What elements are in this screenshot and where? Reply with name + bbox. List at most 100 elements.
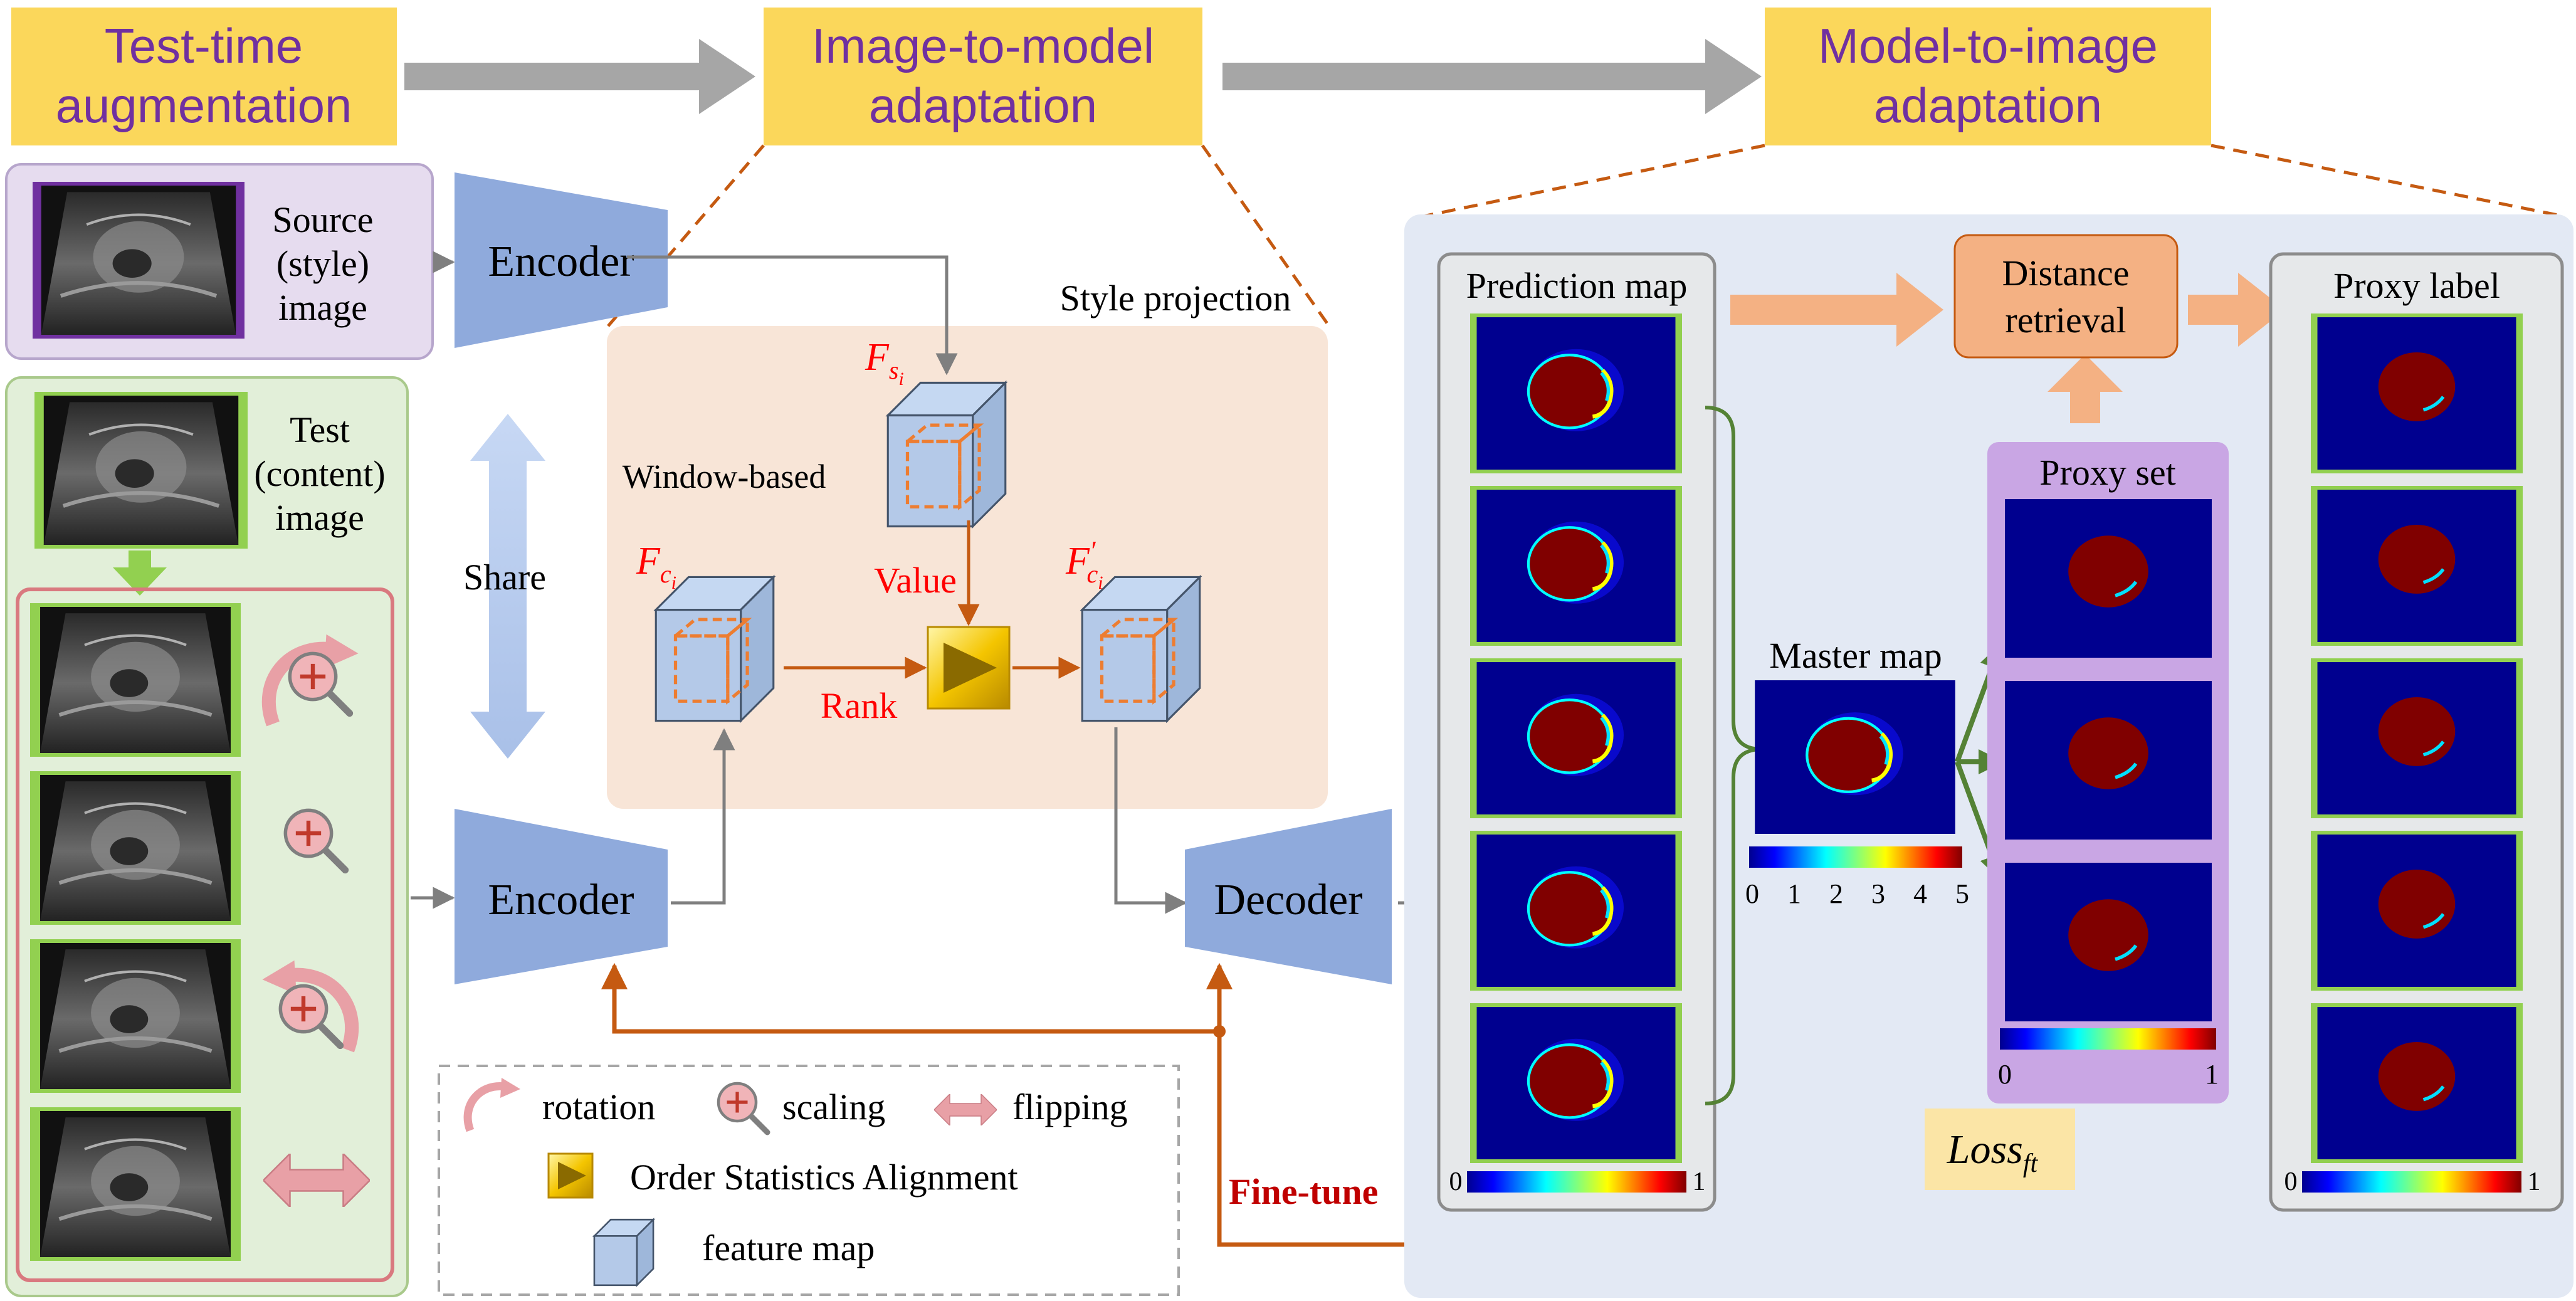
loss-box: Lossft (1925, 1109, 2075, 1190)
stage-tta-line1: Test-time (105, 18, 303, 73)
fc-base: F (636, 540, 661, 582)
retrieval-arrows (1730, 273, 2285, 423)
stage-image-to-model: Image-to-model adaptation (764, 8, 1202, 145)
source-label-line3: image (278, 287, 367, 328)
proxy-label-map-4 (2311, 831, 2523, 991)
augmented-image-1 (30, 603, 241, 757)
proxy-set-panel: Proxy set 0 1 (1987, 442, 2229, 1103)
source-label-line2: (style) (276, 243, 369, 284)
master-tick-4: 4 (1913, 878, 1927, 909)
fcp-base: F (1065, 540, 1090, 582)
legend-scaling-icon (718, 1083, 767, 1132)
fs-base: F (865, 336, 890, 379)
test-image-panel: Test (content) image (5, 376, 409, 1297)
encoder-bottom: Encoder (455, 809, 668, 984)
loss-label: Lossft (1947, 1127, 2039, 1178)
legend: rotation scaling flipping Order Statisti… (438, 1065, 1180, 1296)
proxy-label-colorbar (2302, 1171, 2521, 1193)
augmented-image-2 (30, 771, 241, 925)
stage-m2i-line1: Model-to-image (1818, 18, 2158, 73)
source-ultrasound-image (41, 186, 236, 335)
master-tick-3: 3 (1871, 878, 1885, 909)
rank-label: Rank (821, 685, 897, 726)
proxy-set-map-2 (2005, 681, 2212, 840)
arrow-fcp-to-decoder (1114, 727, 1187, 914)
legend-rotation-label: rotation (542, 1087, 655, 1127)
prediction-map-column: Prediction map 0 1 (1437, 252, 1716, 1212)
value-label: Value (874, 560, 957, 601)
feature-cube-fc (656, 577, 774, 720)
master-tick-1: 1 (1787, 878, 1801, 909)
master-map-image (1755, 680, 1955, 834)
proxy-set-map-1 (2005, 499, 2212, 658)
master-colorbar-ticks: 0 1 2 3 4 5 (1745, 878, 1969, 909)
prediction-colorbar-max: 1 (1693, 1167, 1706, 1196)
loss-sub: ft (2023, 1149, 2039, 1178)
stage-i2m-line2: adaptation (869, 78, 1097, 133)
proxy-set-colorbar-min: 0 (1998, 1059, 2012, 1090)
test-label-line1: Test (290, 409, 350, 450)
master-colorbar (1749, 846, 1962, 868)
legend-feature-map-icon (593, 1218, 655, 1287)
proxy-label-map-5 (2311, 1003, 2523, 1163)
legend-osa-label: Order Statistics Alignment (630, 1157, 1018, 1198)
stage-m2i-line2: adaptation (1874, 78, 2102, 133)
feature-cube-fc-prime (1082, 577, 1200, 720)
fc-sub: c (660, 560, 671, 588)
master-map-label: Master map (1769, 635, 1942, 676)
prediction-map-4 (1470, 831, 1682, 991)
fs-subsub: i (898, 369, 903, 389)
legend-flipping-label: flipping (1012, 1087, 1128, 1127)
proxy-label-colorbar-max: 1 (2528, 1167, 2541, 1196)
prediction-map-label: Prediction map (1466, 265, 1688, 306)
proxy-label-title: Proxy label (2333, 265, 2500, 306)
order-statistics-alignment-block (927, 626, 1011, 710)
proxy-label-map-2 (2311, 486, 2523, 646)
prediction-map-1 (1470, 313, 1682, 473)
proxy-set-map-3 (2005, 863, 2212, 1021)
stage-test-time-augmentation: Test-time augmentation (11, 8, 397, 145)
proxy-set-label: Proxy set (2039, 452, 2176, 493)
fcp-sub: c (1087, 560, 1098, 588)
proxy-label-colorbar-min: 0 (2284, 1167, 2298, 1196)
style-projection-block: Style projection Window-based Fsi Fci F′… (607, 278, 1328, 809)
decoder-label: Decoder (1214, 876, 1362, 924)
loss-base: Loss (1947, 1127, 2023, 1172)
stage-model-to-image: Model-to-image adaptation (1765, 8, 2211, 145)
feature-cube-fs (888, 382, 1006, 526)
stage-i2m-line1: Image-to-model (812, 18, 1154, 73)
proxy-set-colorbar-max: 1 (2205, 1059, 2219, 1090)
window-based-label: Window-based (623, 458, 826, 495)
encoder-bottom-label: Encoder (488, 876, 634, 924)
augmented-image-4 (30, 1107, 241, 1261)
decoder: Decoder (1185, 809, 1392, 984)
encoder-top-label: Encoder (488, 238, 634, 286)
test-label-line3: image (275, 497, 364, 538)
stage-tta-line2: augmentation (56, 78, 352, 133)
style-projection-label: Style projection (1060, 278, 1291, 319)
fc-label: Fci (636, 540, 676, 593)
proxy-set-colorbar (2000, 1028, 2216, 1050)
fcp-prime: ′ (1090, 535, 1096, 566)
encoder-top: Encoder (455, 172, 668, 348)
fs-sub: s (889, 356, 899, 384)
master-map: Master map 0 1 2 3 4 5 (1745, 635, 1969, 909)
prediction-map-5 (1470, 1003, 1682, 1163)
fcp-label: F′ ci (1065, 535, 1103, 593)
distance-retrieval-box: Distance retrieval (1953, 234, 2179, 359)
fcp-subsub: i (1098, 572, 1103, 593)
augmented-image-3 (30, 939, 241, 1093)
proxy-label-map-1 (2311, 313, 2523, 473)
legend-scaling-label: scaling (782, 1087, 885, 1127)
legend-flipping-icon (934, 1094, 997, 1125)
zoom-dashed-lines (607, 144, 2565, 327)
legend-rotation-icon (468, 1078, 520, 1130)
proxy-label-map-3 (2311, 658, 2523, 818)
distance-retrieval-line1: Distance (2002, 253, 2130, 293)
fc-subsub: i (671, 572, 676, 593)
source-label-line1: Source (272, 199, 373, 240)
finetune-label: Fine-tune (1229, 1171, 1378, 1212)
arrow-encoder-to-fc (671, 728, 735, 905)
legend-osa-icon (547, 1152, 594, 1199)
prediction-map-2 (1470, 486, 1682, 646)
